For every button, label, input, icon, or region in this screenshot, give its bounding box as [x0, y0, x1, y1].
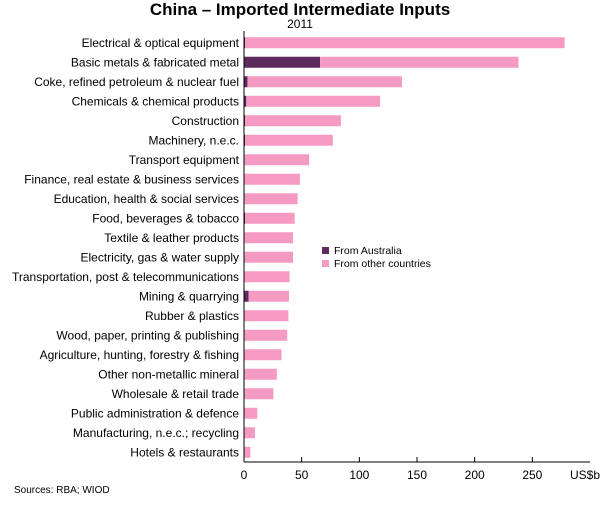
bar-segment-other [244, 388, 274, 400]
category-label: Food, beverages & tobacco [92, 211, 239, 225]
bar-segment-australia [244, 115, 246, 127]
bar-segment-other [244, 446, 251, 458]
bar-segment-other [320, 56, 519, 68]
category-label: Hotels & restaurants [130, 445, 239, 459]
category-label: Education, health & social services [54, 192, 239, 206]
x-axis-label: US$b [570, 468, 600, 482]
category-label: Mining & quarrying [139, 289, 239, 303]
legend-label: From Australia [334, 245, 402, 257]
x-tick-label: 200 [465, 468, 485, 482]
bar-segment-australia [244, 134, 246, 146]
bar-segment-other [244, 427, 255, 439]
category-label: Transportation, post & telecommunication… [12, 270, 239, 284]
category-label: Electrical & optical equipment [82, 36, 240, 50]
chart-title: China – Imported Intermediate Inputs [149, 0, 451, 19]
category-label: Rubber & plastics [145, 309, 239, 323]
category-label: Basic metals & fabricated metal [71, 55, 239, 69]
legend-label: From other countries [334, 258, 431, 270]
bar-segment-australia [244, 76, 248, 88]
bar-segment-other [248, 290, 289, 302]
category-label: Construction [172, 114, 239, 128]
bar-segment-other [244, 310, 289, 322]
x-tick-label: 50 [295, 468, 309, 482]
bar-segment-other [244, 193, 298, 205]
bar-segment-other [244, 251, 294, 263]
category-label: Transport equipment [129, 153, 240, 167]
category-label: Machinery, n.e.c. [149, 133, 239, 147]
bar-segment-other [244, 173, 300, 185]
category-label: Wholesale & retail trade [112, 387, 240, 401]
category-label: Finance, real estate & business services [24, 172, 239, 186]
category-label: Agriculture, hunting, forestry & fishing [40, 348, 239, 362]
x-tick-label: 150 [407, 468, 427, 482]
bar-segment-other [245, 37, 565, 49]
bar-segment-australia [244, 95, 247, 107]
bar-segment-other [244, 368, 277, 380]
chart-subtitle: 2011 [287, 17, 313, 31]
bar-segment-other [246, 95, 381, 107]
category-label: Wood, paper, printing & publishing [56, 328, 239, 342]
category-label: Public administration & defence [71, 406, 239, 420]
category-label: Manufacturing, n.e.c.; recycling [73, 426, 239, 440]
bar-segment-other [244, 271, 290, 283]
x-tick-label: 250 [522, 468, 542, 482]
category-label: Textile & leather products [104, 231, 239, 245]
category-label: Electricity, gas & water supply [80, 250, 239, 264]
category-label: Coke, refined petroleum & nuclear fuel [34, 75, 239, 89]
bar-segment-other [244, 407, 258, 419]
source-note: Sources: RBA; WIOD [14, 485, 110, 496]
bar-segment-other [244, 154, 310, 166]
category-label: Chemicals & chemical products [72, 94, 239, 108]
legend-swatch [322, 260, 329, 267]
x-tick-label: 100 [349, 468, 369, 482]
bar-segment-other [245, 212, 295, 224]
bar-segment-other [244, 349, 282, 361]
legend-swatch [322, 247, 329, 254]
bar-segment-other [245, 134, 333, 146]
category-label: Other non-metallic mineral [98, 367, 239, 381]
x-tick-label: 0 [241, 468, 248, 482]
bar-segment-other [244, 232, 294, 244]
bar-segment-other [247, 76, 403, 88]
bar-segment-australia [244, 56, 321, 68]
bar-segment-australia [244, 290, 249, 302]
bar-segment-australia [244, 212, 246, 224]
bar-segment-australia [244, 37, 246, 49]
bar-segment-other [244, 329, 288, 341]
bar-segment-other [245, 115, 341, 127]
